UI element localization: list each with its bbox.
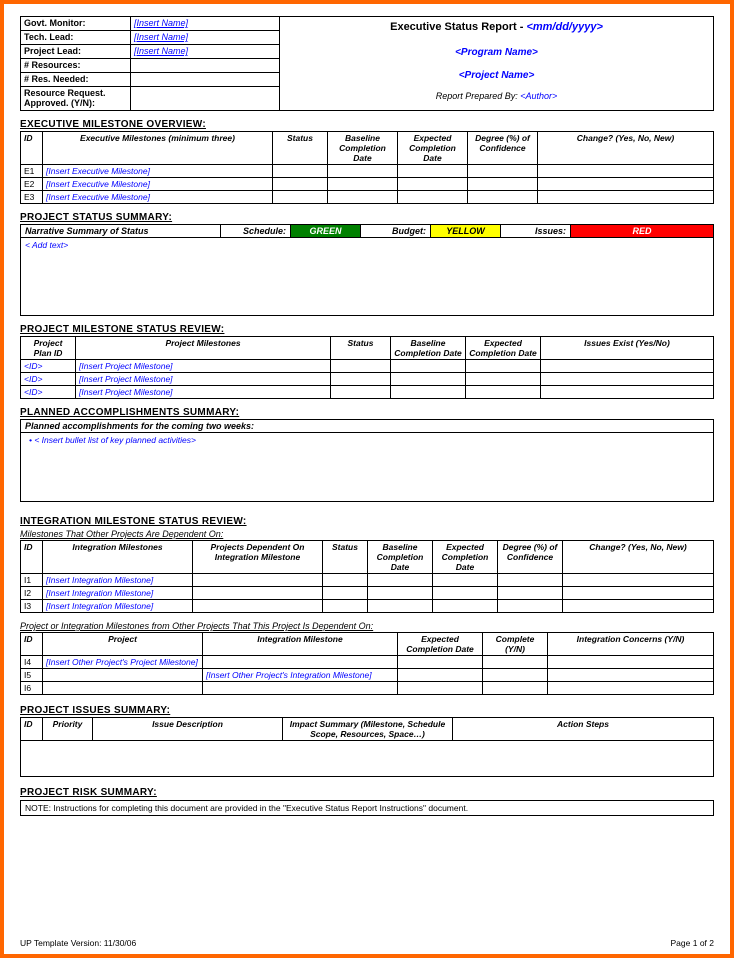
mr-col-milestone: Project Milestones — [76, 337, 331, 360]
table-row: E2[Insert Executive Milestone] — [21, 178, 714, 191]
table-row: I3[Insert Integration Milestone] — [21, 600, 714, 613]
resource-request-label: Resource Request. Approved. (Y/N): — [21, 87, 131, 111]
prepared-by-author: <Author> — [520, 91, 557, 101]
report-date: <mm/dd/yyyy> — [526, 21, 602, 33]
project-lead-label: Project Lead: — [21, 45, 131, 59]
exec-overview-title: EXECUTIVE MILESTONE OVERVIEW: — [20, 119, 714, 130]
exec-col-change: Change? (Yes, No, New) — [538, 132, 714, 165]
res-needed-label: # Res. Needed: — [21, 73, 131, 87]
tech-lead-value: [Insert Name] — [131, 31, 280, 45]
res-needed-value — [131, 73, 280, 87]
header-right: Executive Status Report - <mm/dd/yyyy> <… — [280, 16, 714, 111]
report-title: Executive Status Report - — [390, 21, 526, 33]
table-row: I2[Insert Integration Milestone] — [21, 587, 714, 600]
table-row: <ID>[Insert Project Milestone] — [21, 386, 714, 399]
issues-label: Issues: — [501, 225, 571, 238]
mr-col-baseline: Baseline Completion Date — [391, 337, 466, 360]
resources-value — [131, 59, 280, 73]
integration-sub1: Milestones That Other Projects Are Depen… — [20, 529, 714, 539]
exec-col-expected: Expected Completion Date — [398, 132, 468, 165]
table-row: I1[Insert Integration Milestone] — [21, 574, 714, 587]
issues-table: ID Priority Issue Description Impact Sum… — [20, 717, 714, 741]
issues-body — [20, 741, 714, 777]
budget-label: Budget: — [361, 225, 431, 238]
exec-col-confidence: Degree (%) of Confidence — [468, 132, 538, 165]
exec-overview-table: ID Executive Milestones (minimum three) … — [20, 131, 714, 204]
status-summary-table: Narrative Summary of Status Schedule: GR… — [20, 224, 714, 238]
template-version: UP Template Version: 11/30/06 — [20, 938, 136, 948]
header-info-table: Govt. Monitor:[Insert Name] Tech. Lead:[… — [20, 16, 280, 111]
govt-monitor-value: [Insert Name] — [131, 17, 280, 31]
prepared-by-line: Report Prepared By: <Author> — [286, 91, 707, 101]
page-number: Page 1 of 2 — [671, 938, 714, 948]
risk-note: NOTE: Instructions for completing this d… — [20, 800, 714, 816]
table-row: E3[Insert Executive Milestone] — [21, 191, 714, 204]
resource-request-value — [131, 87, 280, 111]
narrative-label: Narrative Summary of Status — [21, 225, 221, 238]
planned-body: • < Insert bullet list of key planned ac… — [21, 433, 713, 501]
milestone-review-title: PROJECT MILESTONE STATUS REVIEW: — [20, 324, 714, 335]
narrative-text-box: < Add text> — [20, 238, 714, 316]
schedule-status: GREEN — [291, 225, 361, 238]
header-left: Govt. Monitor:[Insert Name] Tech. Lead:[… — [20, 16, 280, 111]
table-row: E1[Insert Executive Milestone] — [21, 165, 714, 178]
table-row: I5[Insert Other Project's Integration Mi… — [21, 669, 714, 682]
page-footer: UP Template Version: 11/30/06 Page 1 of … — [20, 938, 714, 948]
table-row: <ID>[Insert Project Milestone] — [21, 360, 714, 373]
integration-title: INTEGRATION MILESTONE STATUS REVIEW: — [20, 516, 714, 527]
mr-col-expected: Expected Completion Date — [466, 337, 541, 360]
risk-summary-title: PROJECT RISK SUMMARY: — [20, 787, 714, 798]
table-row: <ID>[Insert Project Milestone] — [21, 373, 714, 386]
integration-table-1: ID Integration Milestones Projects Depen… — [20, 540, 714, 613]
tech-lead-label: Tech. Lead: — [21, 31, 131, 45]
table-row: I6 — [21, 682, 714, 695]
integration-sub2: Project or Integration Milestones from O… — [20, 621, 714, 631]
prepared-by-label: Report Prepared By: — [436, 91, 521, 101]
mr-col-id: Project Plan ID — [21, 337, 76, 360]
report-title-line: Executive Status Report - <mm/dd/yyyy> — [286, 21, 707, 33]
exec-col-status: Status — [273, 132, 328, 165]
status-summary-title: PROJECT STATUS SUMMARY: — [20, 212, 714, 223]
schedule-label: Schedule: — [221, 225, 291, 238]
mr-col-issues: Issues Exist (Yes/No) — [541, 337, 714, 360]
exec-col-milestone: Executive Milestones (minimum three) — [43, 132, 273, 165]
program-name: <Program Name> — [286, 47, 707, 58]
planned-box: Planned accomplishments for the coming t… — [20, 419, 714, 502]
integration-table-2: ID Project Integration Milestone Expecte… — [20, 632, 714, 695]
project-lead-value: [Insert Name] — [131, 45, 280, 59]
exec-col-id: ID — [21, 132, 43, 165]
resources-label: # Resources: — [21, 59, 131, 73]
exec-col-baseline: Baseline Completion Date — [328, 132, 398, 165]
planned-title: PLANNED ACCOMPLISHMENTS SUMMARY: — [20, 407, 714, 418]
header-block: Govt. Monitor:[Insert Name] Tech. Lead:[… — [20, 16, 714, 111]
project-name: <Project Name> — [286, 70, 707, 81]
issues-summary-title: PROJECT ISSUES SUMMARY: — [20, 705, 714, 716]
milestone-review-table: Project Plan ID Project Milestones Statu… — [20, 336, 714, 399]
budget-status: YELLOW — [431, 225, 501, 238]
issues-status: RED — [571, 225, 714, 238]
planned-header: Planned accomplishments for the coming t… — [21, 420, 713, 433]
govt-monitor-label: Govt. Monitor: — [21, 17, 131, 31]
table-row: I4[Insert Other Project's Project Milest… — [21, 656, 714, 669]
document-page: Govt. Monitor:[Insert Name] Tech. Lead:[… — [0, 0, 734, 958]
mr-col-status: Status — [331, 337, 391, 360]
